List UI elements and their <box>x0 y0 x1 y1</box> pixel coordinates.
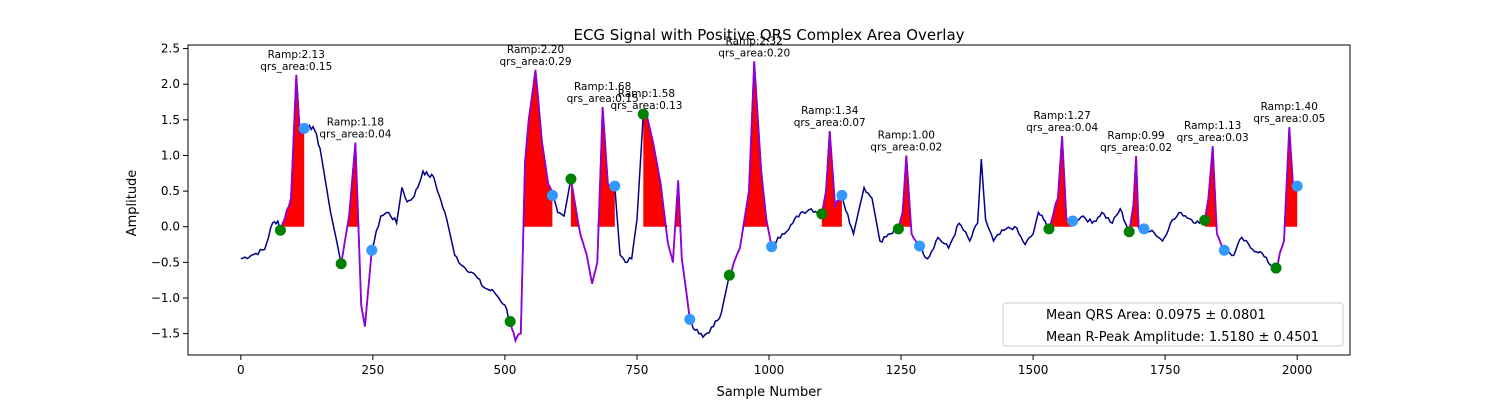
qrs-area-fill-6 <box>729 61 772 227</box>
r-amp-label-1: Ramp:2.13 <box>268 49 325 61</box>
x-tick-label: 500 <box>493 363 516 377</box>
qrs-segment-2 <box>340 142 373 327</box>
qrs-area-label-9: qrs_area:0.04 <box>1026 122 1098 134</box>
qrs-onset-marker-9 <box>1043 223 1055 235</box>
r-amp-label-4: Ramp:1.68 <box>574 81 631 93</box>
beat-annotations: Ramp:2.13qrs_area:0.15Ramp:1.18qrs_area:… <box>260 35 1325 154</box>
qrs-area-label-5: qrs_area:0.13 <box>610 100 682 112</box>
y-tick-label: 2.0 <box>161 77 180 91</box>
legend-entry-r-peak: Mean R-Peak Amplitude: 1.5180 ± 0.4501 <box>1046 330 1319 345</box>
qrs-segment-6 <box>728 61 773 276</box>
y-tick-label: 2.5 <box>161 42 180 56</box>
qrs-offset-marker-4 <box>609 180 621 192</box>
qrs-offset-marker-7 <box>836 189 848 201</box>
qrs-area-fill-12 <box>1276 127 1298 227</box>
y-tick-label: −1.5 <box>151 327 180 341</box>
beat-markers <box>274 108 1303 328</box>
qrs-area-label-2: qrs_area:0.04 <box>319 129 391 141</box>
y-tick-label: −1.0 <box>151 291 180 305</box>
qrs-area-label-11: qrs_area:0.03 <box>1177 132 1249 144</box>
qrs-segment-5 <box>642 111 691 320</box>
y-tick-label: 0.0 <box>161 220 180 234</box>
x-axis-ticks: 0 250 500 750 1000 1250 1500 1750 2000 <box>237 355 1312 377</box>
qrs-area-label-4: qrs_area:0.15 <box>567 93 639 105</box>
qrs-onset-marker-5 <box>637 108 649 120</box>
r-amp-label-12: Ramp:1.40 <box>1261 101 1318 113</box>
qrs-segment-4 <box>570 106 615 284</box>
r-amp-label-9: Ramp:1.27 <box>1033 110 1090 122</box>
qrs-onset-marker-7 <box>816 208 828 220</box>
qrs-onset-marker-4 <box>565 173 577 185</box>
qrs-segment-group <box>279 61 1298 344</box>
y-tick-label: 0.5 <box>161 184 180 198</box>
qrs-onset-marker-11 <box>1199 214 1211 226</box>
r-amp-label-7: Ramp:1.34 <box>801 105 859 117</box>
qrs-segment-11 <box>1203 146 1226 251</box>
qrs-offset-marker-8 <box>914 240 926 252</box>
x-tick-label: 1750 <box>1150 363 1181 377</box>
y-axis-title: Amplitude <box>125 170 140 237</box>
y-tick-label: 1.5 <box>161 113 180 127</box>
qrs-onset-marker-1 <box>274 224 286 236</box>
x-tick-label: 750 <box>626 363 649 377</box>
qrs-onset-marker-10 <box>1123 226 1135 238</box>
qrs-area-label-10: qrs_area:0.02 <box>1100 142 1172 154</box>
qrs-offset-marker-11 <box>1218 244 1230 256</box>
qrs-area-label-1: qrs_area:0.15 <box>260 61 332 73</box>
qrs-area-label-3: qrs_area:0.29 <box>500 56 572 68</box>
qrs-segment-8 <box>897 155 920 247</box>
qrs-onset-marker-2 <box>335 258 347 270</box>
qrs-segment-7 <box>820 131 843 215</box>
qrs-offset-marker-1 <box>298 122 310 134</box>
qrs-offset-marker-2 <box>366 244 378 256</box>
y-tick-label: −0.5 <box>151 255 180 269</box>
x-tick-label: 1500 <box>1018 363 1049 377</box>
legend: Mean QRS Area: 0.0975 ± 0.0801 Mean R-Pe… <box>1002 302 1344 347</box>
qrs-segment-3 <box>509 69 554 344</box>
y-axis-ticks: −1.5 −1.0 −0.5 0.0 0.5 1.0 1.5 2.0 2.5 <box>151 42 188 341</box>
qrs-offset-marker-3 <box>546 189 558 201</box>
y-tick-label: 1.0 <box>161 148 180 162</box>
qrs-onset-marker-8 <box>892 223 904 235</box>
qrs-offset-marker-10 <box>1138 223 1150 235</box>
qrs-area-label-12: qrs_area:0.05 <box>1253 113 1325 125</box>
r-amp-label-3: Ramp:2.20 <box>507 44 564 56</box>
legend-entry-qrs-area: Mean QRS Area: 0.0975 ± 0.0801 <box>1046 308 1266 323</box>
qrs-area-label-6: qrs_area:0.20 <box>718 47 790 59</box>
x-tick-label: 1250 <box>886 363 917 377</box>
qrs-area-fill-3 <box>510 69 553 227</box>
legend-box <box>1002 302 1344 347</box>
x-tick-label: 2000 <box>1282 363 1313 377</box>
qrs-onset-marker-12 <box>1270 262 1282 274</box>
r-amp-label-2: Ramp:1.18 <box>327 117 384 129</box>
qrs-area-label-7: qrs_area:0.07 <box>794 117 866 129</box>
qrs-offset-marker-12 <box>1291 180 1303 192</box>
qrs-offset-marker-6 <box>766 241 778 253</box>
qrs-area-label-8: qrs_area:0.02 <box>870 141 942 153</box>
r-amp-label-10: Ramp:0.99 <box>1107 130 1164 142</box>
qrs-offset-marker-5 <box>684 313 696 325</box>
x-axis-title: Sample Number <box>716 385 822 400</box>
r-amp-label-8: Ramp:1.00 <box>878 129 935 141</box>
x-tick-label: 1000 <box>754 363 785 377</box>
qrs-offset-marker-9 <box>1067 215 1079 227</box>
qrs-segment-1 <box>279 74 305 231</box>
chart-title: ECG Signal with Positive QRS Complex Are… <box>573 26 964 44</box>
r-amp-label-6: Ramp:2.32 <box>726 35 783 47</box>
qrs-onset-marker-6 <box>723 269 735 281</box>
r-amp-label-11: Ramp:1.13 <box>1184 120 1241 132</box>
r-amp-label-5: Ramp:1.58 <box>618 88 675 100</box>
qrs-onset-marker-3 <box>504 316 516 328</box>
qrs-area-fill-9 <box>1048 136 1073 227</box>
x-tick-label: 0 <box>237 363 245 377</box>
x-tick-label: 250 <box>361 363 384 377</box>
